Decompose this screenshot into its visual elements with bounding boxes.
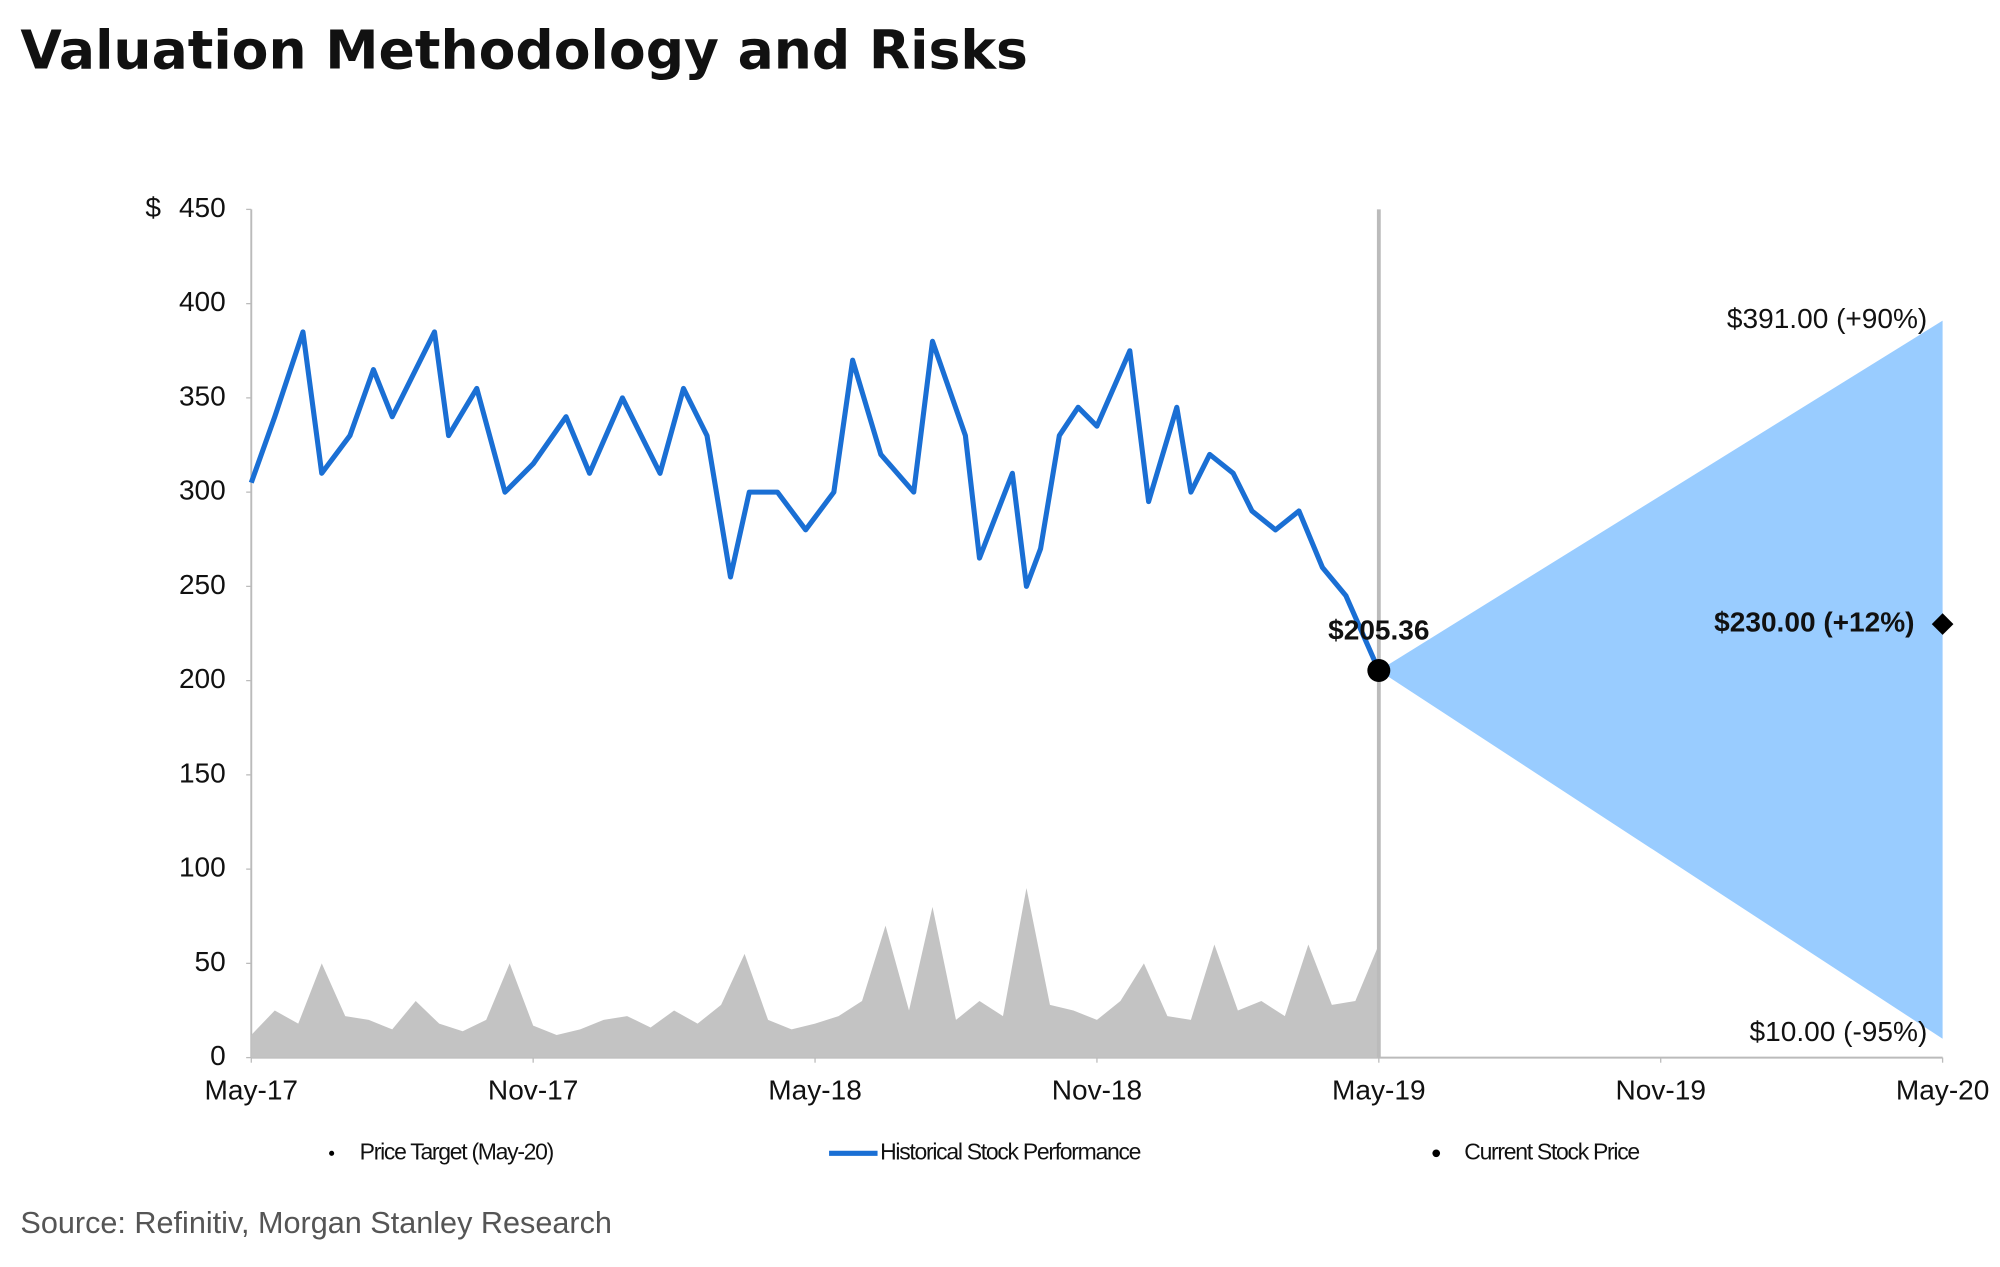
bull-label: $391.00 (+90%) <box>1727 303 1927 334</box>
y-tick-label: 450 <box>179 192 226 223</box>
legend-label: Current Stock Price <box>1464 1138 1639 1164</box>
legend-label: Historical Stock Performance <box>880 1138 1141 1164</box>
y-tick-label: 300 <box>179 475 226 506</box>
price-line <box>248 329 1382 672</box>
x-tick-label: May-19 <box>1332 1074 1426 1105</box>
y-tick-label: 250 <box>179 569 226 600</box>
current-price-dot <box>1367 659 1391 682</box>
legend-target-marker <box>329 1150 335 1156</box>
current-price-label: $205.36 <box>1328 615 1429 646</box>
y-tick-label: 100 <box>179 852 226 883</box>
bear-label: $10.00 (-95%) <box>1750 1016 1928 1047</box>
y-tick-label: 350 <box>179 380 226 411</box>
x-tick-label: Nov-18 <box>1052 1074 1142 1105</box>
x-tick-label: Nov-17 <box>488 1074 578 1105</box>
y-unit: $ <box>145 192 161 223</box>
x-tick-label: May-20 <box>1896 1074 1990 1105</box>
source-note: Source: Refinitiv, Morgan Stanley Resear… <box>20 1206 612 1240</box>
legend-current-marker <box>1432 1149 1441 1158</box>
x-tick-label: Nov-19 <box>1616 1074 1706 1105</box>
y-tick-label: 50 <box>195 946 226 977</box>
chart-title: Valuation Methodology and Risks <box>20 18 1027 81</box>
x-tick-label: May-17 <box>205 1074 299 1105</box>
legend-label: Price Target (May-20) <box>360 1138 554 1164</box>
y-tick-label: 200 <box>179 663 226 694</box>
x-tick-label: May-18 <box>768 1074 862 1105</box>
volume-area <box>251 887 1379 1058</box>
y-tick-label: 150 <box>179 757 226 788</box>
y-tick-label: 0 <box>210 1040 226 1071</box>
y-tick-label: 400 <box>179 286 226 317</box>
target-label: $230.00 (+12%) <box>1714 606 1914 637</box>
scenario-fan <box>1378 320 1943 1039</box>
